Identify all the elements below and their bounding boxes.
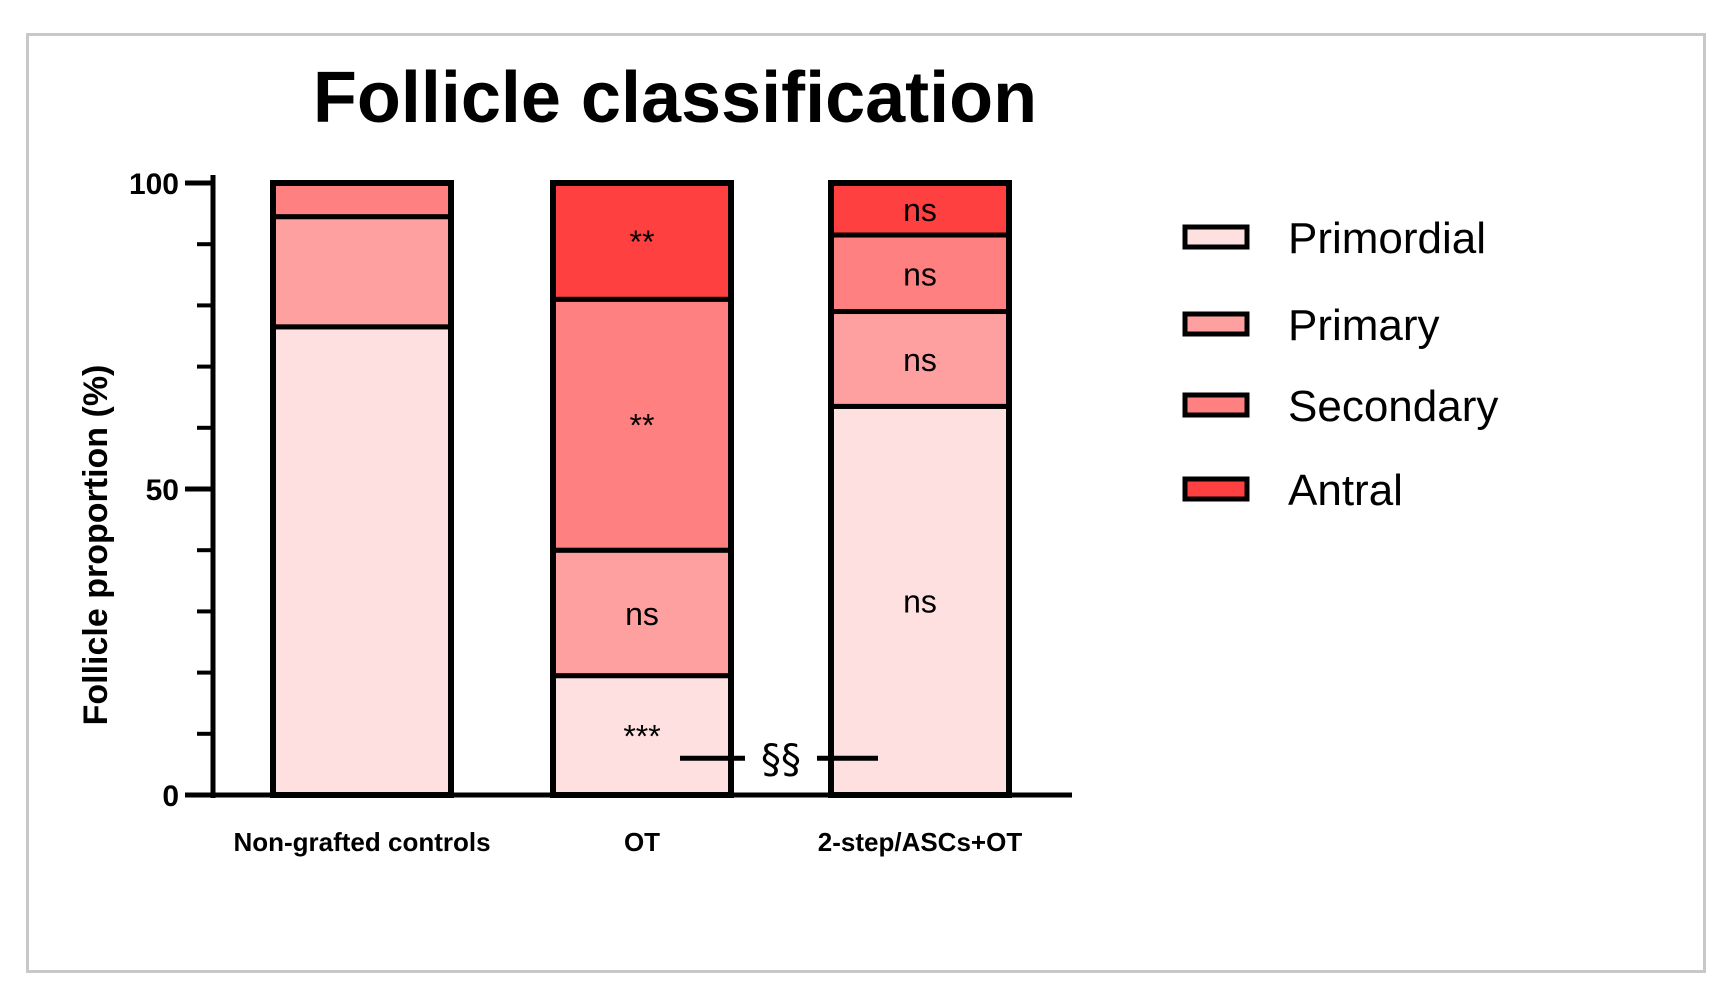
legend-label-primordial: Primordial <box>1288 214 1486 263</box>
y-tick-label-0: 0 <box>162 780 179 813</box>
bars-layer <box>270 180 1012 798</box>
annotation-2-step-ascs-ot-primordial: ns <box>903 584 937 620</box>
y-tick-label-50: 50 <box>146 474 179 507</box>
legend-label-secondary: Secondary <box>1288 382 1498 431</box>
legend-label-antral: Antral <box>1288 466 1403 515</box>
annotation-ot-antral: ** <box>630 224 655 260</box>
chart-title: Follicle classification <box>313 58 1037 138</box>
annotations-layer: *** ns ** ** ns ns ns ns §§ <box>623 192 937 782</box>
bar-segment-non-grafted-controls-primary <box>270 214 454 330</box>
annotation-ot-primordial: *** <box>623 718 660 754</box>
bar-group-ot <box>550 180 734 798</box>
x-tick-label-2-step-ascs-ot: 2-step/ASCs+OT <box>818 827 1023 857</box>
legend-swatch-primary <box>1182 311 1250 337</box>
bar-segment-2-step-ascs-ot-primordial <box>828 403 1012 798</box>
x-tick-label-non-grafted-controls: Non-grafted controls <box>233 827 490 857</box>
y-tick-label-100: 100 <box>129 168 179 201</box>
x-tick-label-ot: OT <box>624 827 660 857</box>
annotation-ot-secondary: ** <box>630 408 655 444</box>
legend-item-primary: Primary <box>1182 301 1440 350</box>
legend-swatch-antral <box>1182 476 1250 502</box>
legend-item-primordial: Primordial <box>1182 214 1486 263</box>
annotation-ot-primary: ns <box>625 596 659 632</box>
bar-segment-non-grafted-controls-primordial <box>270 324 454 798</box>
legend: Primordial Primary Secondary Antral <box>1182 214 1498 515</box>
bar-group-2-step-ascs-ot <box>828 180 1012 798</box>
comparison-label: §§ <box>761 736 801 782</box>
legend-swatch-primordial <box>1182 224 1250 250</box>
annotation-2-step-ascs-ot-secondary: ns <box>903 256 937 292</box>
bar-segment-2-step-ascs-ot-primary <box>828 309 1012 409</box>
legend-swatch-secondary <box>1182 392 1250 418</box>
y-axis-label: Follicle proportion (%) <box>77 365 115 726</box>
bar-group-non-grafted-controls <box>270 180 454 798</box>
axis-layer: Non-grafted controls OT 2-step/ASCs+OT 0 50 1… <box>129 168 1072 857</box>
legend-label-primary: Primary <box>1288 301 1440 350</box>
legend-item-antral: Antral <box>1182 466 1403 515</box>
bar-segment-non-grafted-controls-secondary <box>270 180 454 220</box>
annotation-2-step-ascs-ot-antral: ns <box>903 192 937 228</box>
legend-item-secondary: Secondary <box>1182 382 1498 431</box>
annotation-2-step-ascs-ot-primary: ns <box>903 342 937 378</box>
